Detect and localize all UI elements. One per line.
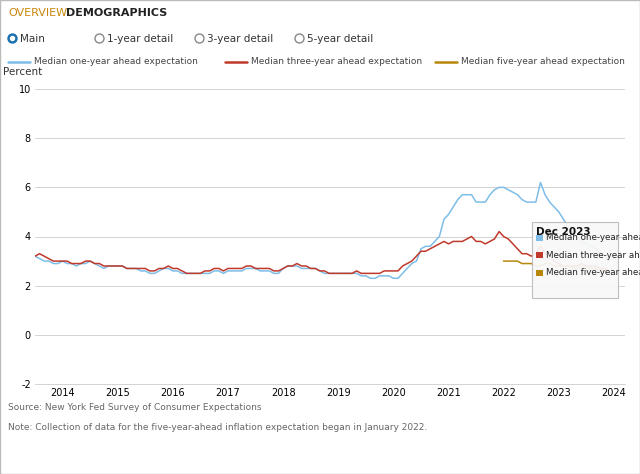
- Text: 3-year detail: 3-year detail: [207, 34, 273, 44]
- Text: 1-year detail: 1-year detail: [107, 34, 173, 44]
- Text: Main: Main: [20, 34, 45, 44]
- Bar: [536, 235, 543, 241]
- Bar: [536, 253, 543, 258]
- Bar: [536, 270, 543, 276]
- Text: Median three-year ahead expectation: 2.6%: Median three-year ahead expectation: 2.6…: [546, 251, 640, 260]
- Text: Median one-year ahead expectation: Median one-year ahead expectation: [34, 57, 198, 66]
- Bar: [62, 0, 172, 27]
- Text: Percent: Percent: [3, 67, 42, 77]
- Circle shape: [8, 34, 17, 43]
- Text: Note: Collection of data for the five-year-ahead inflation expectation began in : Note: Collection of data for the five-ye…: [8, 423, 428, 432]
- Text: DEMOGRAPHICS: DEMOGRAPHICS: [67, 9, 168, 18]
- FancyBboxPatch shape: [532, 222, 618, 299]
- Text: Median one-year ahead expectation: 3.0%: Median one-year ahead expectation: 3.0%: [546, 233, 640, 242]
- Text: Source: New York Fed Survey of Consumer Expectations: Source: New York Fed Survey of Consumer …: [8, 403, 262, 412]
- Text: Dec 2023: Dec 2023: [536, 227, 591, 237]
- Text: Median five-year ahead expectation: 2.5%: Median five-year ahead expectation: 2.5%: [546, 268, 640, 277]
- Text: Median three-year ahead expectation: Median three-year ahead expectation: [251, 57, 422, 66]
- Text: OVERVIEW: OVERVIEW: [8, 9, 67, 18]
- Text: Median five-year ahead expectation: Median five-year ahead expectation: [461, 57, 625, 66]
- Text: 5-year detail: 5-year detail: [307, 34, 373, 44]
- Circle shape: [10, 36, 15, 40]
